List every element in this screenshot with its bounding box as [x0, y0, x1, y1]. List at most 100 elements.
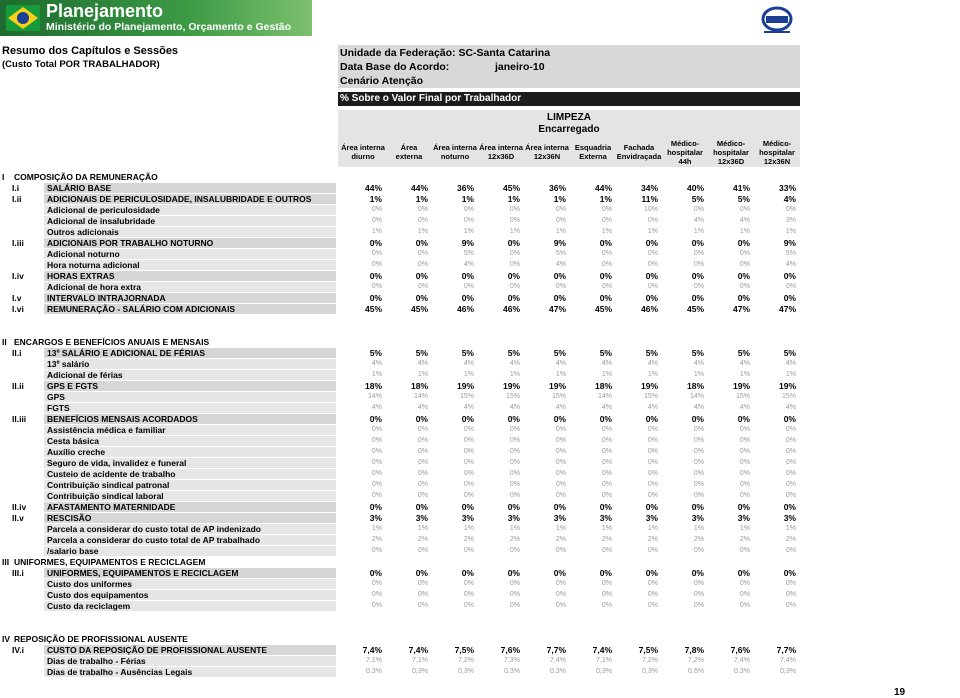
- value: 0%: [509, 481, 520, 488]
- value: 4%: [417, 360, 428, 367]
- value: 0%: [417, 261, 428, 268]
- value: 0%: [463, 591, 474, 598]
- value: 0%: [371, 217, 382, 224]
- value: 0%: [785, 283, 796, 290]
- value: 14%: [689, 393, 704, 400]
- value: 1%: [461, 194, 474, 204]
- value: 1%: [693, 371, 704, 378]
- value: 0%: [693, 481, 704, 488]
- value: 0%: [371, 448, 382, 455]
- value: 1%: [369, 194, 382, 204]
- value: 0%: [555, 448, 566, 455]
- value: 1%: [601, 371, 612, 378]
- value: 0%: [555, 481, 566, 488]
- value: 2%: [647, 536, 658, 543]
- value: 0%: [463, 481, 474, 488]
- value: 47%: [778, 304, 796, 314]
- label-bg: [44, 458, 336, 468]
- value: 3%: [785, 217, 796, 224]
- value: 0%: [415, 293, 428, 303]
- value: 7,5%: [454, 645, 474, 655]
- value: 1%: [601, 525, 612, 532]
- value: 0%: [647, 591, 658, 598]
- row-code: I.iii: [12, 238, 24, 248]
- value: 3%: [691, 513, 704, 523]
- value: 0%: [601, 217, 612, 224]
- value: 0%: [417, 602, 428, 609]
- value: 0%: [555, 217, 566, 224]
- value: 0,3%: [412, 668, 428, 675]
- value: 0,3%: [366, 668, 382, 675]
- label-bg: [44, 513, 336, 523]
- row-label: REMUNERAÇÃO - SALÁRIO COM ADICIONAIS: [47, 304, 236, 314]
- value: 0%: [693, 426, 704, 433]
- value: 19%: [456, 381, 474, 391]
- value: 1%: [739, 228, 750, 235]
- item-label: Outros adicionais: [47, 227, 119, 237]
- value: 0%: [417, 580, 428, 587]
- value: 1%: [417, 371, 428, 378]
- value: 1%: [555, 228, 566, 235]
- value: 18%: [410, 381, 428, 391]
- item-label: FGTS: [47, 403, 70, 413]
- value: 0%: [509, 426, 520, 433]
- value: 0%: [693, 470, 704, 477]
- value: 0%: [601, 261, 612, 268]
- label-bg: [44, 579, 336, 589]
- value: 4%: [785, 360, 796, 367]
- label-bg: [44, 436, 336, 446]
- value: 45%: [594, 304, 612, 314]
- column-header: Área interna diurno: [340, 137, 386, 167]
- value: 0%: [645, 568, 658, 578]
- value: 34%: [640, 183, 658, 193]
- item-label: Adicional de insalubridade: [47, 216, 156, 226]
- value: 0,3%: [458, 668, 474, 675]
- value: 15%: [551, 393, 566, 400]
- value: 0%: [415, 502, 428, 512]
- value: 19%: [502, 381, 520, 391]
- value: 5%: [369, 348, 382, 358]
- item-label: Auxílio creche: [47, 447, 106, 457]
- value: 4%: [601, 360, 612, 367]
- value: 46%: [640, 304, 658, 314]
- value: 2%: [555, 536, 566, 543]
- item-label: Parcela a considerar do custo total de A…: [47, 524, 261, 534]
- value: 1%: [739, 525, 750, 532]
- label-bg: [44, 216, 336, 226]
- value: 0%: [601, 448, 612, 455]
- value: 0%: [369, 414, 382, 424]
- value: 2%: [693, 536, 704, 543]
- logo-bar: Planejamento Ministério do Planejamento,…: [0, 0, 312, 36]
- value: 0%: [371, 492, 382, 499]
- column-header: Área interna noturno: [432, 137, 478, 167]
- value: 0%: [739, 470, 750, 477]
- value: 0%: [739, 580, 750, 587]
- value: 0%: [371, 481, 382, 488]
- value: 7,1%: [366, 657, 382, 664]
- row-code: II.iii: [12, 414, 27, 424]
- value: 0%: [371, 470, 382, 477]
- value: 0%: [739, 426, 750, 433]
- item-label: Custeio de acidente de trabalho: [47, 469, 176, 479]
- label-bg: [44, 667, 336, 677]
- label-bg: [44, 271, 336, 281]
- value: 1%: [509, 228, 520, 235]
- label-bg: [44, 348, 336, 358]
- value: 7,1%: [412, 657, 428, 664]
- value: 4%: [371, 360, 382, 367]
- value: 0%: [371, 250, 382, 257]
- value: 4%: [739, 404, 750, 411]
- value: 1%: [371, 371, 382, 378]
- label-bg: [44, 568, 336, 578]
- value: 47%: [732, 304, 750, 314]
- value: 0%: [463, 217, 474, 224]
- value: 0%: [371, 437, 382, 444]
- value: 0%: [647, 492, 658, 499]
- value: 2%: [785, 536, 796, 543]
- row-code: II.v: [12, 513, 24, 523]
- value: 14%: [597, 393, 612, 400]
- value: 0%: [647, 459, 658, 466]
- value: 0%: [785, 580, 796, 587]
- value: 1%: [785, 371, 796, 378]
- value: 0%: [737, 502, 750, 512]
